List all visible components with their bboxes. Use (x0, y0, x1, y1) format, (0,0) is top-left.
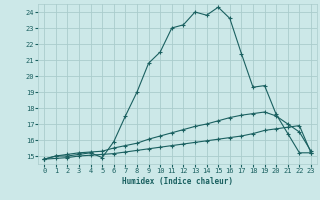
X-axis label: Humidex (Indice chaleur): Humidex (Indice chaleur) (122, 177, 233, 186)
